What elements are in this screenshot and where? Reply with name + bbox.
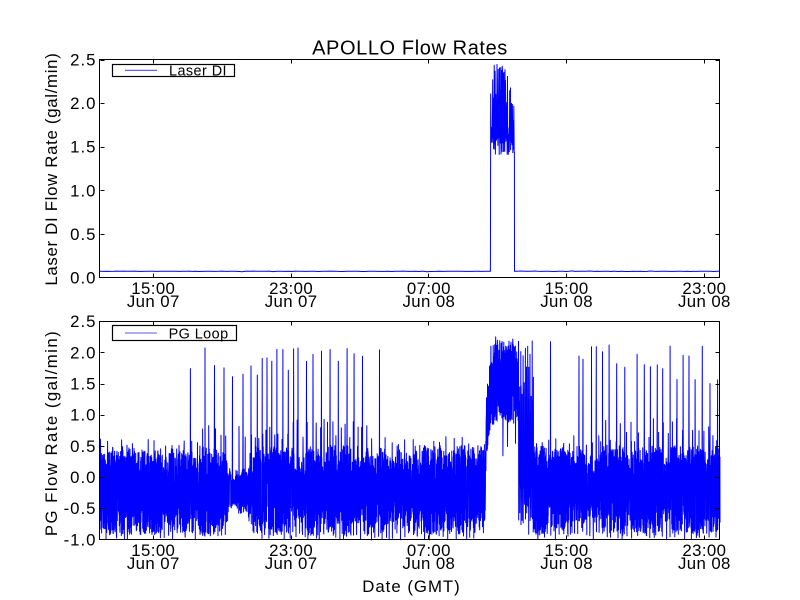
- svg-text:15:00: 15:00: [131, 541, 175, 560]
- svg-text:Jun 07: Jun 07: [127, 292, 180, 311]
- svg-text:0.5: 0.5: [70, 225, 96, 244]
- svg-text:2.5: 2.5: [70, 50, 96, 69]
- svg-text:2.0: 2.0: [70, 94, 96, 113]
- svg-text:1.0: 1.0: [70, 406, 96, 425]
- svg-text:Laser DI: Laser DI: [169, 64, 227, 80]
- svg-text:Jun 08: Jun 08: [540, 292, 593, 311]
- svg-text:Jun 07: Jun 07: [265, 292, 318, 311]
- svg-text:15:00: 15:00: [131, 279, 175, 298]
- svg-text:-0.5: -0.5: [64, 499, 97, 518]
- svg-text:23:00: 23:00: [269, 541, 313, 560]
- svg-text:23:00: 23:00: [682, 541, 726, 560]
- svg-text:23:00: 23:00: [682, 279, 726, 298]
- svg-text:Laser DI Flow Rate (gal/min): Laser DI Flow Rate (gal/min): [42, 53, 61, 286]
- svg-text:Jun 07: Jun 07: [127, 554, 180, 573]
- svg-text:APOLLO Flow Rates: APOLLO Flow Rates: [312, 37, 508, 59]
- svg-text:Jun 08: Jun 08: [403, 554, 456, 573]
- svg-text:Jun 08: Jun 08: [678, 554, 731, 573]
- svg-text:23:00: 23:00: [269, 279, 313, 298]
- svg-text:0.0: 0.0: [70, 468, 96, 487]
- svg-text:15:00: 15:00: [545, 279, 589, 298]
- svg-text:1.0: 1.0: [70, 181, 96, 200]
- svg-text:PG Flow Rate (gal/min): PG Flow Rate (gal/min): [42, 330, 61, 536]
- svg-text:1.5: 1.5: [70, 138, 96, 157]
- svg-text:15:00: 15:00: [545, 541, 589, 560]
- svg-text:0.0: 0.0: [70, 269, 96, 288]
- svg-text:07:00: 07:00: [407, 279, 451, 298]
- svg-text:PG Loop: PG Loop: [169, 326, 229, 342]
- svg-text:Jun 08: Jun 08: [540, 554, 593, 573]
- svg-text:Jun 08: Jun 08: [678, 292, 731, 311]
- svg-text:-1.0: -1.0: [64, 530, 97, 549]
- svg-text:1.5: 1.5: [70, 375, 96, 394]
- svg-text:Jun 07: Jun 07: [265, 554, 318, 573]
- svg-text:2.5: 2.5: [70, 312, 96, 331]
- svg-text:Date (GMT): Date (GMT): [362, 577, 461, 596]
- svg-text:2.0: 2.0: [70, 343, 96, 362]
- svg-text:Jun 08: Jun 08: [403, 292, 456, 311]
- svg-text:07:00: 07:00: [407, 541, 451, 560]
- svg-text:0.5: 0.5: [70, 437, 96, 456]
